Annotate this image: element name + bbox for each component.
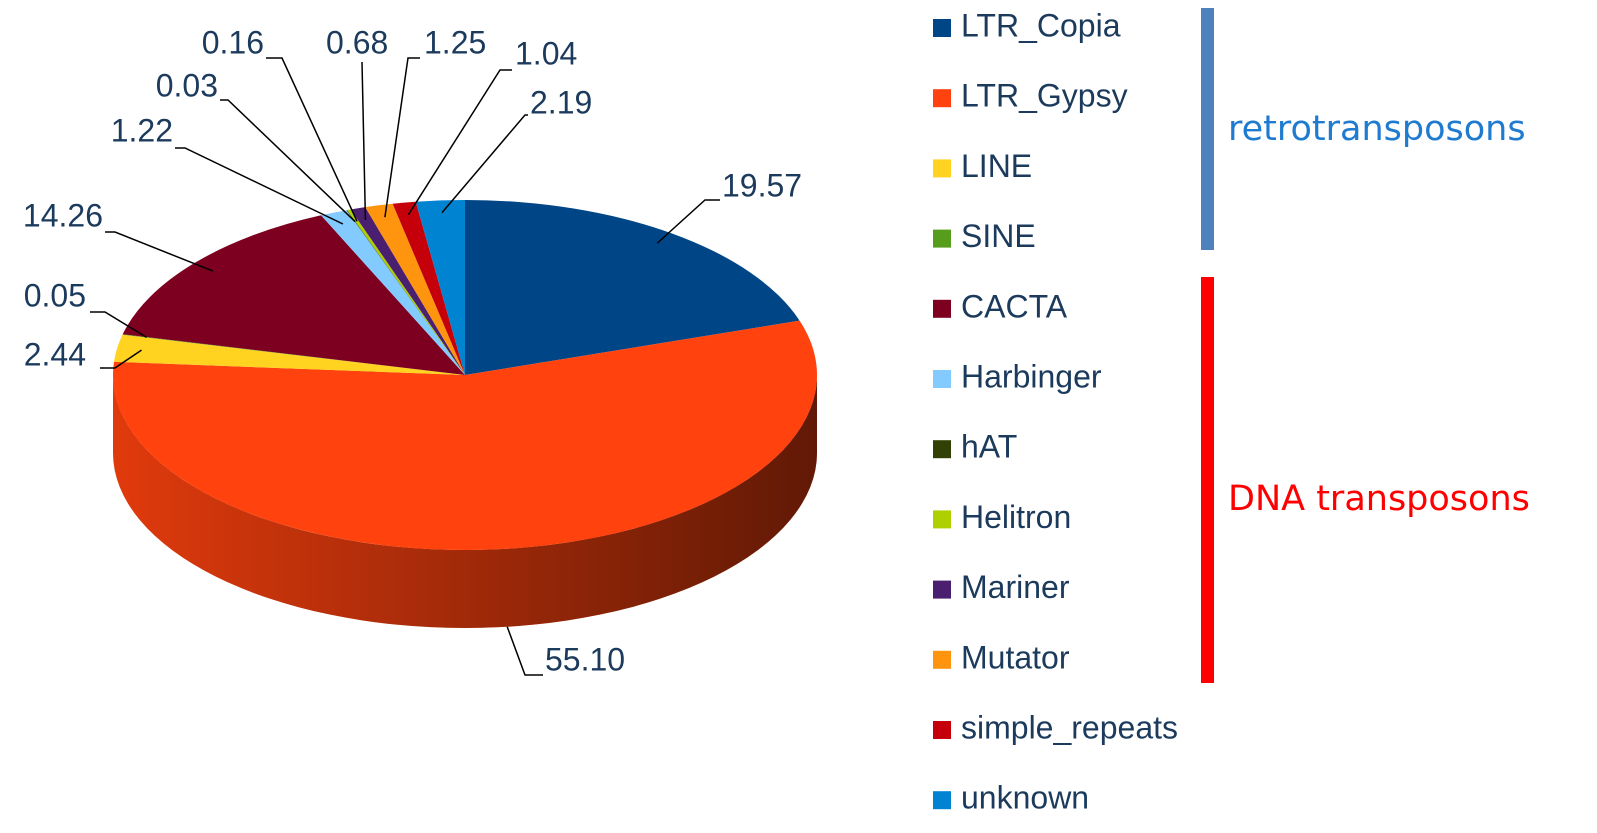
data-label: 0.68 — [326, 24, 388, 60]
slice — [365, 203, 465, 375]
side-shade — [113, 375, 817, 628]
legend-label: CACTA — [961, 288, 1068, 324]
slice — [350, 207, 465, 375]
legend-label: LTR_Copia — [961, 7, 1121, 43]
data-label: 1.22 — [111, 112, 173, 148]
legend-label: LINE — [961, 148, 1032, 184]
legend-swatch — [933, 510, 951, 529]
legend-swatch — [933, 159, 951, 178]
slice — [321, 210, 465, 375]
legend-swatch — [933, 370, 951, 388]
legend-label: simple_repeats — [961, 709, 1178, 745]
data-label: 0.16 — [202, 24, 264, 60]
slice — [114, 334, 466, 375]
legend-swatch — [933, 299, 951, 318]
data-label: 1.25 — [424, 24, 486, 60]
group-bracket — [1201, 277, 1214, 683]
data-label: 2.19 — [530, 84, 592, 120]
slice — [465, 200, 800, 375]
group-bracket — [1201, 8, 1214, 250]
data-label: 0.03 — [156, 67, 218, 103]
leader-line — [441, 114, 528, 214]
leader-line — [384, 57, 420, 218]
data-label: 2.44 — [24, 336, 86, 372]
slice — [122, 215, 465, 375]
legend-label: SINE — [961, 218, 1036, 254]
data-label: 19.57 — [722, 167, 802, 203]
legend-swatch — [933, 721, 951, 739]
leader-line — [105, 231, 214, 272]
data-label: 1.04 — [515, 35, 577, 71]
legend-label: LTR_Gypsy — [961, 78, 1128, 114]
legend-swatch — [933, 650, 951, 669]
slice — [113, 320, 817, 550]
legend-label: unknown — [961, 780, 1089, 816]
legend-swatch — [933, 791, 951, 810]
leader-line — [656, 199, 720, 244]
legend-label: hAT — [961, 429, 1017, 465]
legend-label: Mutator — [961, 639, 1070, 675]
slice — [122, 334, 465, 375]
slice — [346, 210, 465, 375]
data-label: 0.05 — [24, 277, 86, 313]
slice — [347, 209, 465, 375]
legend-swatch — [933, 89, 951, 108]
leader-line — [361, 61, 367, 220]
legend-swatch — [933, 19, 951, 37]
legend-swatch — [933, 440, 951, 459]
legend-swatch — [933, 580, 951, 599]
leader-line — [266, 57, 358, 222]
legend-label: Helitron — [961, 499, 1071, 535]
leader-line — [407, 69, 512, 216]
legend-label: Mariner — [961, 569, 1070, 605]
slice — [392, 201, 465, 375]
leader-line — [100, 349, 142, 369]
leader-line — [220, 99, 356, 223]
data-label: 55.10 — [545, 641, 625, 677]
leader-line — [90, 311, 147, 338]
legend-swatch — [933, 229, 951, 248]
leader-line — [175, 147, 344, 225]
slice — [415, 200, 465, 375]
group-label: DNA transposons — [1228, 479, 1530, 519]
data-label: 14.26 — [23, 197, 103, 233]
legend-label: Harbinger — [961, 358, 1102, 394]
leader-line — [506, 626, 543, 676]
group-label: retrotransposons — [1228, 109, 1526, 149]
